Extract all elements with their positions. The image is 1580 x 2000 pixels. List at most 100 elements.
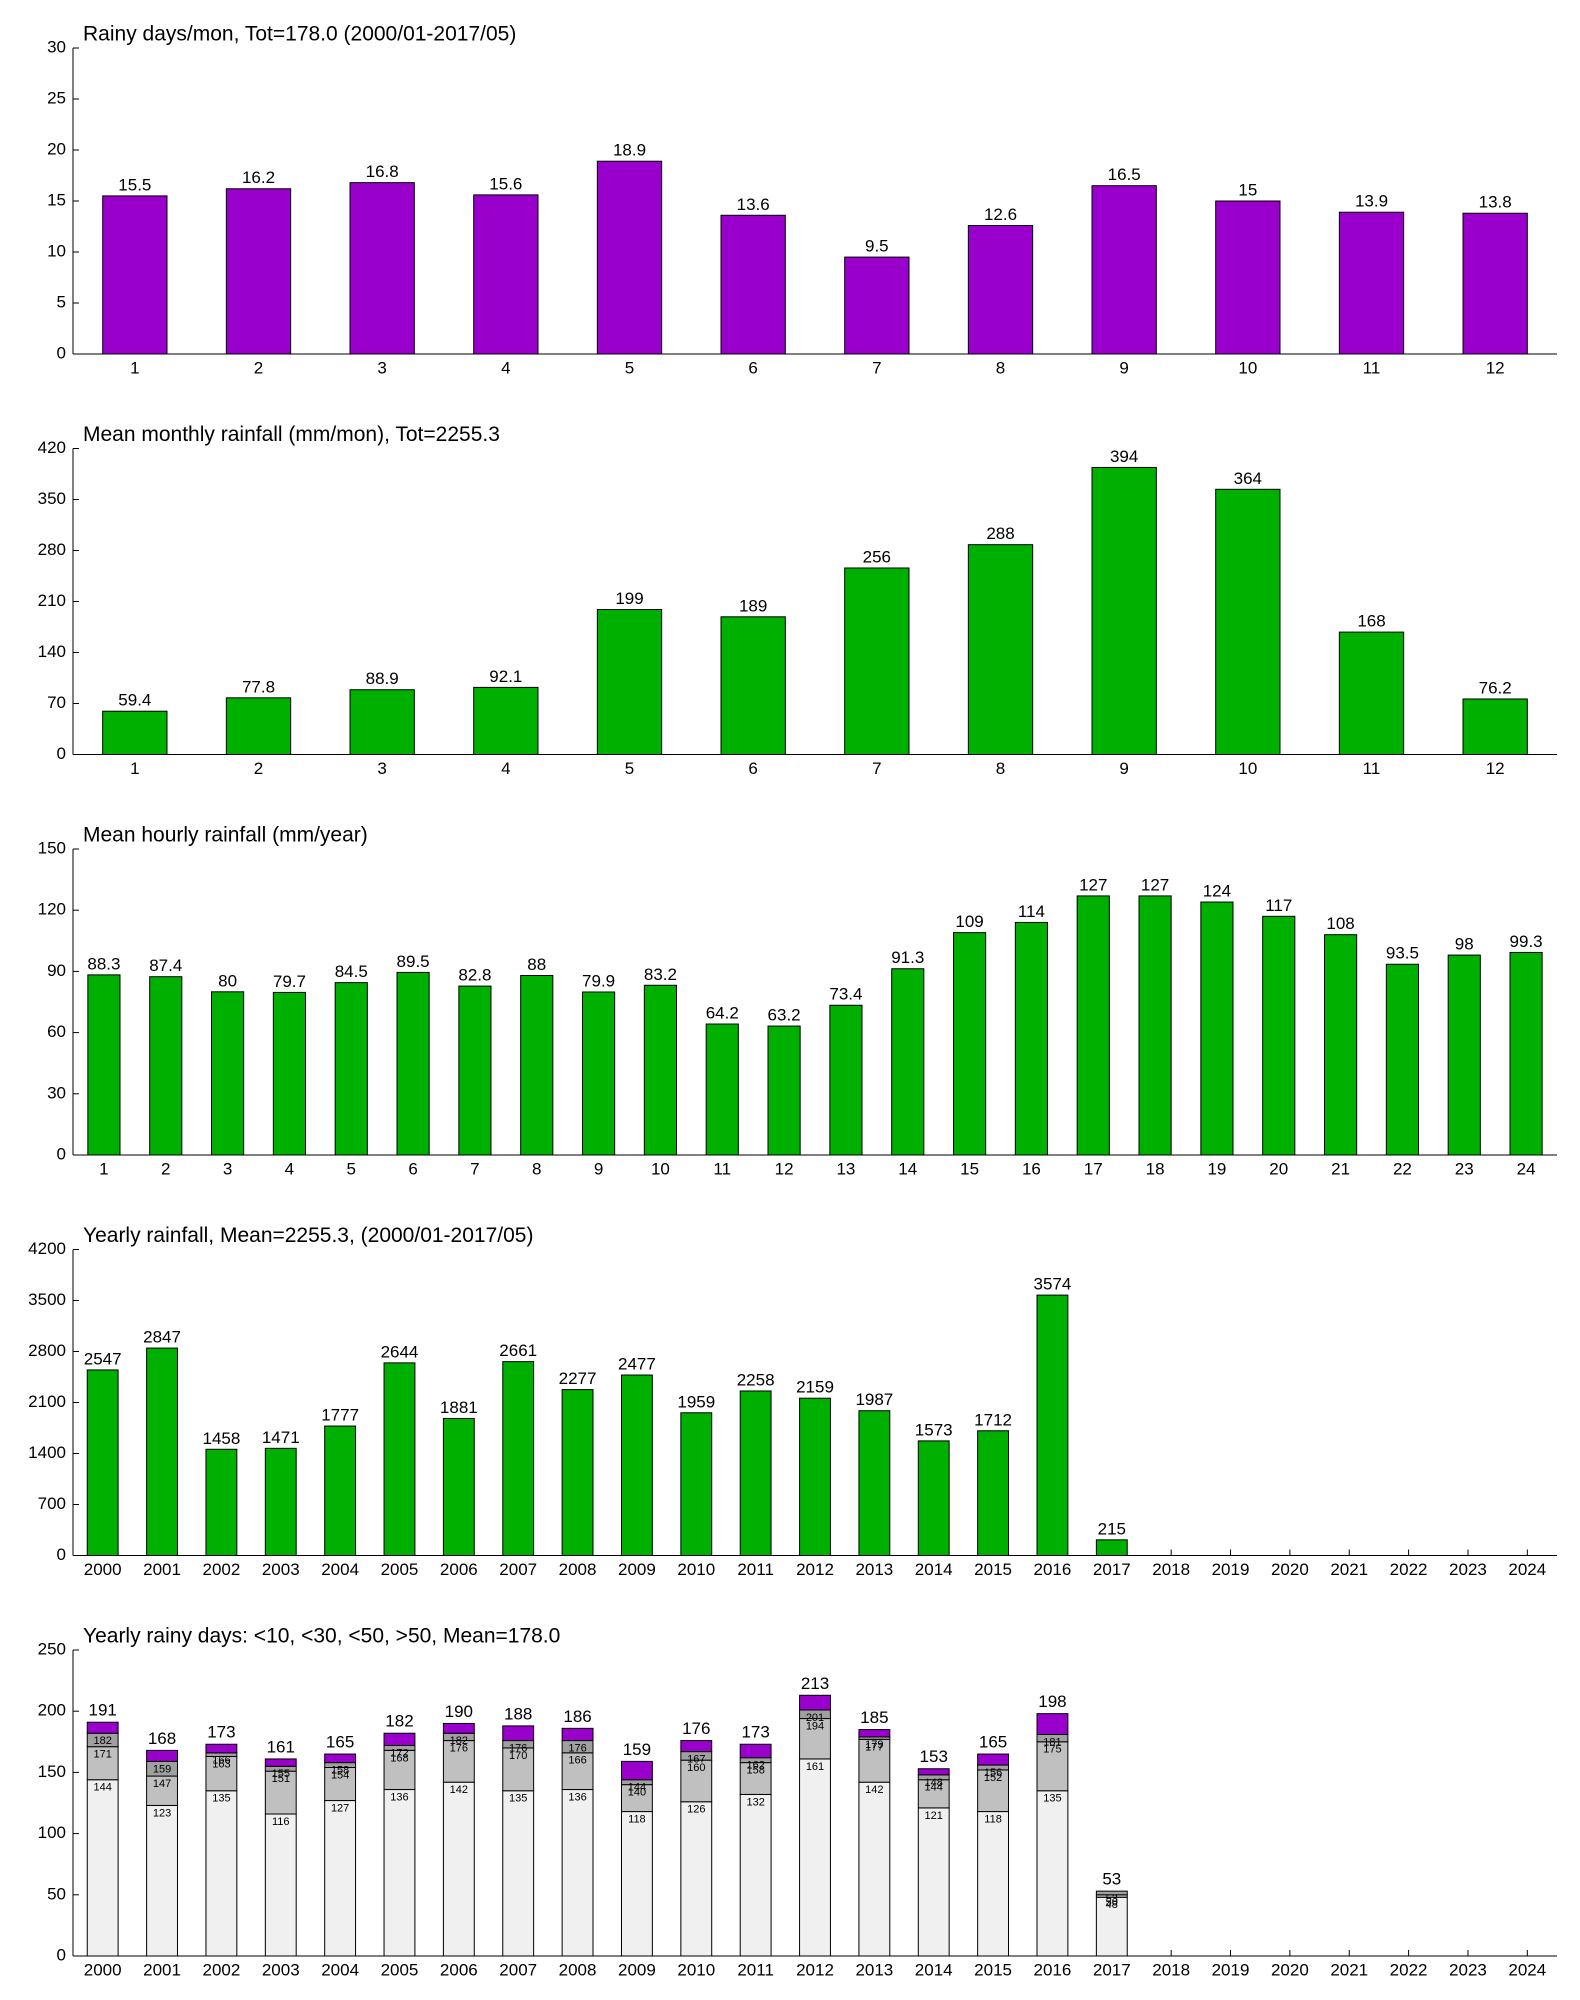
total-label: 188: [504, 1704, 532, 1723]
y-tick-label: 70: [47, 693, 66, 712]
bar: [473, 194, 539, 355]
bar-segment: [146, 1749, 178, 1762]
bar: [349, 689, 415, 755]
y-tick-label: 20: [47, 139, 66, 158]
x-tick-label: 2012: [796, 1960, 834, 1979]
bar-segment: [799, 1758, 831, 1957]
x-tick-label: 11: [1363, 358, 1381, 377]
value-label: 124: [1203, 882, 1231, 901]
bar: [264, 1447, 297, 1557]
value-label: 394: [1110, 447, 1138, 466]
x-tick-label: 3: [377, 759, 386, 778]
value-label: 16.8: [366, 162, 399, 181]
x-tick-label: 10: [1238, 759, 1257, 778]
x-tick-label: 2015: [974, 1960, 1012, 1979]
bar: [799, 1397, 831, 1556]
bar-segment: [680, 1801, 713, 1957]
bar-segment: [383, 1732, 416, 1746]
value-label: 168: [1357, 612, 1385, 631]
y-tick-label: 30: [47, 37, 66, 56]
bar: [211, 991, 245, 1156]
x-tick-label: 2006: [440, 1960, 478, 1979]
x-tick-label: 2001: [143, 1560, 181, 1579]
total-label: 165: [979, 1733, 1007, 1752]
segment-label: 118: [628, 1813, 646, 1825]
y-tick-label: 50: [47, 1884, 66, 1903]
x-tick-label: 2005: [381, 1960, 419, 1979]
y-tick-label: 15: [47, 190, 66, 209]
y-tick-label: 30: [47, 1083, 66, 1102]
value-label: 1471: [262, 1428, 300, 1447]
x-tick-label: 2024: [1508, 1560, 1546, 1579]
x-tick-label: 2011: [737, 1560, 774, 1579]
bar-segment: [858, 1781, 891, 1957]
bar: [1338, 211, 1405, 355]
value-label: 76.2: [1479, 678, 1512, 697]
x-tick-label: 2007: [499, 1960, 537, 1979]
bar-segment: [620, 1760, 653, 1781]
x-tick-label: 2020: [1271, 1560, 1309, 1579]
x-tick-label: 2002: [202, 1960, 240, 1979]
x-tick-label: 2023: [1449, 1960, 1487, 1979]
bar-segment: [739, 1743, 772, 1759]
segment-label: 118: [984, 1813, 1002, 1825]
x-tick-label: 2015: [974, 1560, 1012, 1579]
value-label: 2277: [559, 1369, 597, 1388]
bar: [87, 974, 121, 1156]
segment-label: 127: [331, 1802, 349, 1814]
x-tick-label: 3: [377, 358, 386, 377]
y-tick-label: 0: [57, 343, 66, 362]
y-tick-label: 2800: [28, 1341, 66, 1360]
bar-segment: [205, 1790, 238, 1957]
bar-segment: [858, 1729, 891, 1738]
bar: [1324, 934, 1358, 1156]
chart-title: Yearly rainy days: <10, <30, <50, >50, M…: [83, 1625, 560, 1648]
bar-segment: [977, 1769, 1010, 1813]
value-label: 83.2: [644, 965, 677, 984]
bar: [458, 985, 492, 1156]
value-label: 189: [739, 596, 767, 615]
value-label: 88: [527, 955, 546, 974]
x-tick-label: 2005: [381, 1560, 419, 1579]
total-label: 153: [920, 1747, 948, 1766]
bar: [324, 1425, 357, 1556]
value-label: 215: [1098, 1519, 1126, 1538]
x-tick-label: 6: [748, 358, 757, 377]
y-tick-label: 250: [38, 1639, 66, 1658]
x-tick-label: 2009: [618, 1960, 656, 1979]
segment-label: 48: [1106, 1899, 1118, 1911]
total-label: 165: [326, 1733, 354, 1752]
value-label: 109: [955, 912, 983, 931]
y-tick-label: 120: [38, 900, 66, 919]
x-tick-label: 1: [130, 759, 139, 778]
bar-segment: [86, 1746, 119, 1781]
bar: [1095, 1539, 1128, 1556]
bar-segment: [799, 1694, 831, 1711]
segment-label: 144: [94, 1782, 112, 1794]
x-tick-label: 2000: [84, 1560, 122, 1579]
value-label: 88.9: [366, 669, 399, 688]
bar: [1215, 200, 1281, 355]
total-label: 173: [207, 1723, 235, 1742]
x-tick-label: 5: [625, 759, 634, 778]
bar: [383, 1362, 416, 1557]
x-tick-label: 2010: [677, 1560, 715, 1579]
bar-segment: [858, 1738, 891, 1783]
bar-segment: [442, 1722, 475, 1734]
chart-title: Mean hourly rainfall (mm/year): [83, 824, 368, 847]
segment-label: 156: [984, 1767, 1002, 1779]
total-label: 173: [741, 1723, 769, 1742]
value-label: 79.7: [273, 972, 306, 991]
total-label: 191: [88, 1701, 116, 1720]
bar: [1462, 698, 1528, 755]
x-tick-label: 19: [1207, 1159, 1226, 1178]
x-tick-label: 2007: [499, 1560, 537, 1579]
segment-label: 154: [331, 1769, 349, 1781]
x-tick-label: 2019: [1212, 1560, 1250, 1579]
bar: [1462, 212, 1528, 355]
total-label: 185: [860, 1708, 888, 1727]
x-tick-label: 8: [532, 1159, 541, 1178]
bar-segment: [264, 1770, 297, 1815]
x-tick-label: 2014: [915, 1960, 953, 1979]
y-tick-label: 5: [57, 292, 66, 311]
